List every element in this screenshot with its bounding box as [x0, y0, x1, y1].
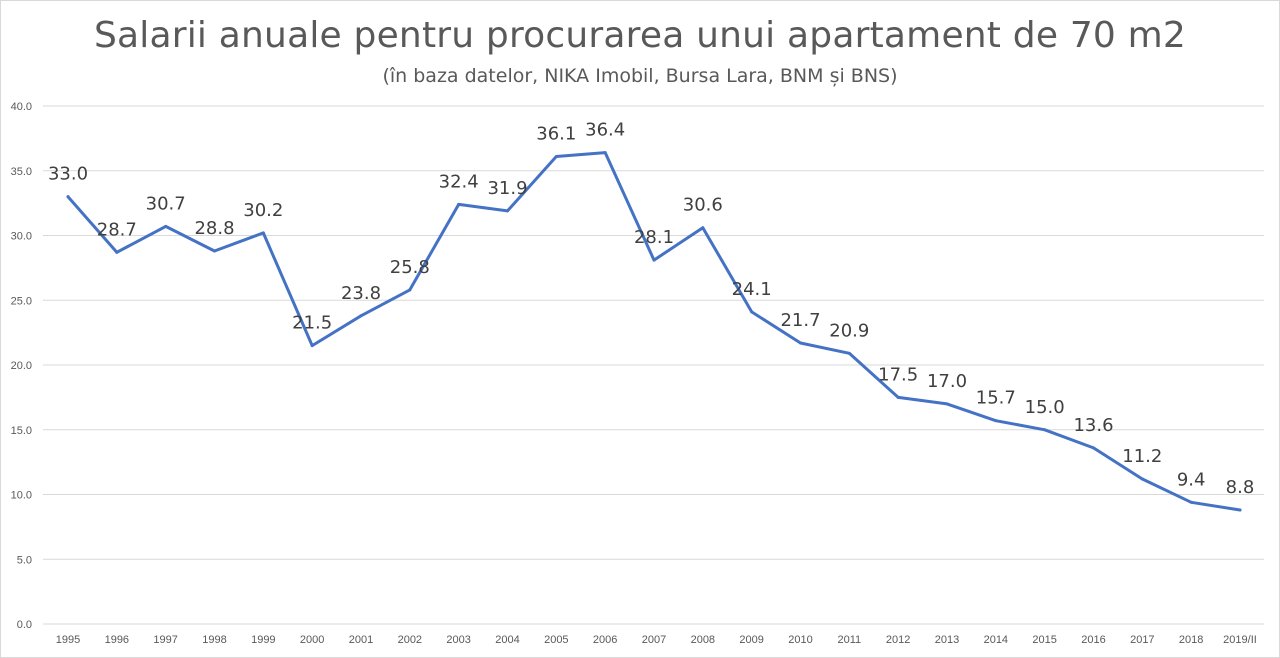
data-label: 15.0: [1025, 397, 1065, 418]
x-tick-label: 2003: [446, 634, 470, 646]
x-tick-label: 2001: [349, 634, 373, 646]
x-tick-label: 2016: [1081, 634, 1105, 646]
x-tick-label: 2000: [300, 634, 324, 646]
y-tick-label: 40.0: [11, 101, 32, 113]
data-label: 17.0: [927, 371, 967, 392]
x-tick-label: 1997: [153, 634, 177, 646]
y-tick-label: 15.0: [11, 425, 32, 437]
data-point: [310, 344, 314, 348]
data-point: [750, 310, 754, 314]
data-label: 15.7: [976, 388, 1016, 409]
data-label: 28.1: [634, 227, 674, 248]
data-point: [945, 402, 949, 406]
chart-title: Salarii anuale pentru procurarea unui ap…: [93, 15, 1187, 56]
chart-subtitle: (în baza datelor, NIKA Imobil, Bursa Lar…: [382, 65, 898, 87]
data-point: [1238, 508, 1242, 512]
data-point: [457, 202, 461, 206]
y-tick-label: 35.0: [11, 166, 32, 178]
x-tick-label: 1998: [202, 634, 226, 646]
x-tick-label: 2009: [739, 634, 763, 646]
data-label: 36.1: [536, 124, 576, 145]
x-tick-label: 2006: [593, 634, 617, 646]
data-label: 28.7: [97, 219, 137, 240]
data-point: [1092, 446, 1095, 450]
data-label: 32.4: [439, 171, 479, 192]
x-tick-label: 2013: [935, 634, 959, 646]
data-label: 21.7: [780, 310, 820, 331]
data-point: [652, 258, 656, 262]
data-point: [1189, 500, 1193, 504]
data-label: 17.5: [878, 364, 918, 385]
x-tick-label: 1996: [105, 634, 129, 646]
data-point: [66, 195, 70, 199]
data-point: [164, 224, 168, 228]
data-label: 28.8: [194, 218, 234, 239]
data-label: 25.8: [390, 257, 430, 278]
data-point: [213, 249, 216, 253]
series-layer: [66, 151, 1242, 512]
data-label: 36.4: [585, 120, 625, 141]
data-point: [994, 419, 998, 423]
x-tick-label: 2005: [544, 634, 568, 646]
data-point: [261, 231, 265, 235]
y-tick-label: 10.0: [11, 490, 32, 502]
data-label: 13.6: [1073, 415, 1113, 436]
data-label: 31.9: [487, 178, 527, 199]
data-label: 30.6: [683, 195, 723, 216]
data-label: 24.1: [732, 279, 772, 300]
data-point: [554, 155, 558, 159]
data-label: 20.9: [829, 320, 869, 341]
data-label: 33.0: [48, 164, 88, 185]
data-point: [799, 341, 802, 345]
x-tick-label: 2017: [1130, 634, 1154, 646]
x-tick-label: 1995: [56, 634, 80, 646]
x-tick-label: 2014: [984, 634, 1008, 646]
x-tick-label: 1999: [251, 634, 275, 646]
y-tick-label: 0.0: [17, 619, 32, 631]
x-tick-label: 2008: [691, 634, 715, 646]
x-tick-label: 2007: [642, 634, 666, 646]
y-axis: 0.0 5.0 10.0 15.0 20.0 25.0 30.0 35.0 40.0: [11, 101, 32, 631]
data-point: [1140, 477, 1144, 481]
data-point: [603, 151, 607, 155]
x-tick-label: 2018: [1179, 634, 1203, 646]
data-point: [506, 209, 509, 213]
data-point: [408, 288, 412, 292]
data-point: [896, 395, 900, 399]
data-label: 11.2: [1122, 446, 1162, 467]
y-tick-label: 30.0: [11, 231, 32, 243]
y-tick-label: 25.0: [11, 295, 32, 307]
x-axis: 1995 1996 1997 1998 1999 2000 2001 2002 2003 2004…: [56, 634, 1257, 646]
x-tick-label: 2004: [495, 634, 519, 646]
data-point: [701, 226, 705, 230]
x-tick-label: 2019/II: [1223, 634, 1257, 646]
data-label: 21.5: [292, 313, 332, 334]
data-label: 9.4: [1177, 469, 1206, 490]
data-point: [1043, 428, 1047, 432]
gridlines: [43, 105, 1264, 625]
data-label: 23.8: [341, 283, 381, 304]
x-tick-label: 2012: [886, 634, 910, 646]
x-tick-label: 2015: [1032, 634, 1056, 646]
data-label: 8.8: [1226, 477, 1255, 498]
data-point: [847, 351, 851, 355]
data-point: [359, 314, 363, 318]
data-labels: 33.0 28.7 30.7 28.8 30.2 21.5 23.8 25.8 32.4 31.9…: [48, 120, 1254, 498]
x-tick-label: 2002: [398, 634, 422, 646]
y-tick-label: 5.0: [17, 554, 32, 566]
data-label: 30.7: [146, 193, 186, 214]
y-tick-label: 20.0: [11, 360, 32, 372]
data-point: [115, 250, 119, 254]
x-tick-label: 2010: [788, 634, 812, 646]
data-label: 30.2: [243, 200, 283, 221]
x-tick-label: 2011: [838, 634, 862, 646]
